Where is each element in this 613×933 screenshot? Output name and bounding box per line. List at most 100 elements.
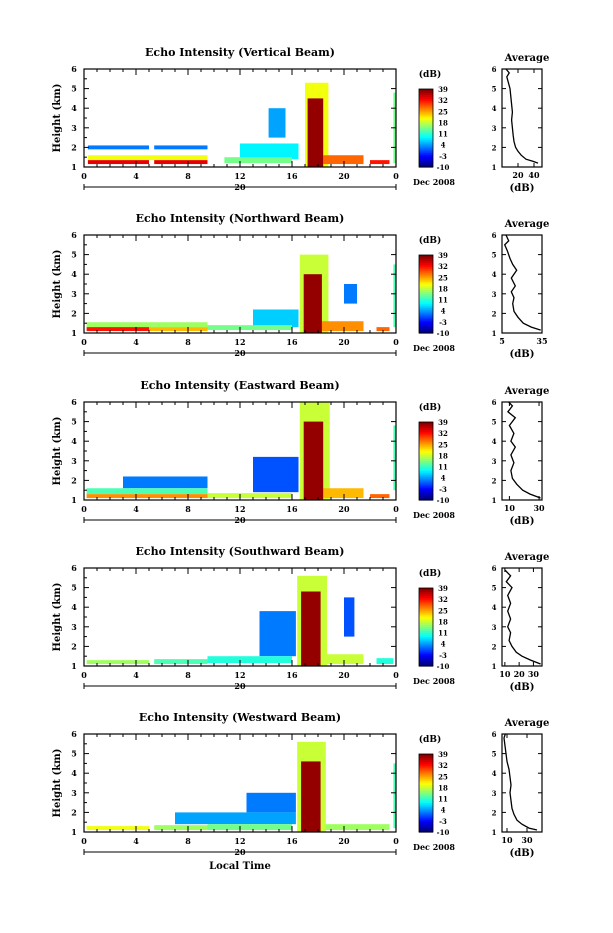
colorbar-swatch <box>419 779 433 782</box>
colorbar-tick-label: 32 <box>438 96 448 105</box>
x-tick-label: 20 <box>338 670 350 680</box>
y-tick-label: 3 <box>71 622 77 632</box>
colorbar-swatch <box>419 656 433 659</box>
colorbar-swatch <box>419 453 433 456</box>
colorbar-swatch <box>419 627 433 630</box>
colorbar-swatch <box>419 787 433 790</box>
average-profile-line <box>505 69 539 164</box>
colorbar-swatch <box>419 94 433 98</box>
y-tick-label: 2 <box>71 475 77 485</box>
heatmap-cell <box>154 145 208 150</box>
panel-title: Echo Intensity (Eastward Beam) <box>140 379 339 392</box>
colorbar-tick-label: 18 <box>438 284 448 293</box>
heatmap-cell <box>87 145 149 150</box>
average-x-tick-label: 10 <box>501 835 513 845</box>
colorbar-swatch <box>419 812 433 816</box>
panel-title: Echo Intensity (Westward Beam) <box>139 711 341 724</box>
average-frame <box>501 733 543 833</box>
average-y-tick-label: 1 <box>492 163 497 172</box>
colorbar-tick-label: 11 <box>438 463 448 472</box>
average-y-tick-label: 1 <box>492 828 497 837</box>
colorbar-tick-label: 11 <box>438 130 448 139</box>
average-x-label: (dB) <box>510 516 535 527</box>
colorbar-tick-label: 4 <box>441 141 446 150</box>
colorbar-swatch <box>419 163 433 166</box>
y-tick-label: 5 <box>71 84 77 94</box>
colorbar-tick-label: 4 <box>441 806 446 815</box>
colorbar-swatch <box>419 266 433 270</box>
heatmap-cell <box>154 160 208 165</box>
y-tick-label: 3 <box>71 456 77 466</box>
colorbar-swatch <box>419 796 433 800</box>
average-y-tick-label: 3 <box>492 290 497 299</box>
colorbar-swatch <box>419 818 433 821</box>
heatmap-cell <box>123 476 208 489</box>
colorbar-swatch <box>419 472 433 476</box>
colorbar-swatch <box>419 804 433 808</box>
colorbar-swatch <box>419 755 433 759</box>
colorbar-swatch <box>419 771 433 775</box>
heatmap-cell <box>344 597 355 637</box>
colorbar-swatch <box>419 457 433 460</box>
colorbar-swatch <box>419 443 433 446</box>
colorbar-swatch <box>419 828 433 831</box>
average-y-tick-label: 1 <box>492 662 497 671</box>
colorbar-swatch <box>419 157 433 160</box>
average-y-tick-label: 6 <box>492 231 497 240</box>
panel-title: Echo Intensity (Northward Beam) <box>136 212 345 225</box>
average-title: Average <box>504 219 550 230</box>
y-tick-label: 2 <box>71 641 77 651</box>
colorbar-swatch <box>419 488 433 491</box>
colorbar-swatch <box>419 476 433 480</box>
colorbar-swatch <box>419 459 433 462</box>
colorbar-swatch <box>419 292 433 295</box>
colorbar-swatch <box>419 800 433 804</box>
x-tick-label: 0 <box>393 337 399 347</box>
colorbar-swatch <box>419 628 433 632</box>
y-tick-label: 2 <box>71 142 77 152</box>
colorbar-swatch <box>419 632 433 636</box>
colorbar-tick-label: 32 <box>438 595 448 604</box>
colorbar-frame <box>418 88 434 168</box>
colorbar-swatch <box>419 102 433 106</box>
colorbar-swatch <box>419 621 433 624</box>
colorbar-swatch <box>419 145 433 149</box>
average-x-tick-label: 30 <box>533 503 545 513</box>
colorbar-swatch <box>419 806 433 810</box>
colorbar-swatch <box>419 325 433 328</box>
colorbar-swatch <box>419 256 433 260</box>
date-label: Dec 2008 <box>413 842 455 852</box>
heatmap-cell <box>207 325 292 331</box>
colorbar-swatch <box>419 767 433 771</box>
average-y-tick-label: 4 <box>492 437 497 446</box>
heatmap-cell <box>86 826 149 831</box>
date-label: Dec 2008 <box>413 177 455 187</box>
y-tick-label: 5 <box>71 250 77 260</box>
colorbar-swatch <box>419 319 433 322</box>
y-tick-label: 3 <box>71 788 77 798</box>
colorbar-swatch <box>419 278 433 281</box>
colorbar-swatch <box>419 451 433 454</box>
colorbar-swatch <box>419 114 433 117</box>
heatmap-cell <box>370 494 390 499</box>
colorbar-swatch <box>419 153 433 156</box>
y-tick-label: 5 <box>71 749 77 759</box>
colorbar-swatch <box>419 660 433 663</box>
x-tick-label: 4 <box>133 337 139 347</box>
colorbar-swatch <box>419 654 433 657</box>
heatmap-cell <box>86 488 208 495</box>
average-y-tick-label: 4 <box>492 769 497 778</box>
colorbar-tick-label: 4 <box>441 640 446 649</box>
colorbar-swatch <box>419 431 433 435</box>
colorbar-frame <box>418 254 434 334</box>
colorbar-swatch <box>419 798 433 802</box>
colorbar-tick-label: -10 <box>437 662 450 671</box>
colorbar-swatch <box>419 280 433 283</box>
heatmap-cell <box>344 284 357 304</box>
colorbar-swatch <box>419 470 433 474</box>
colorbar-swatch <box>419 305 433 309</box>
average-x-label: (dB) <box>510 848 535 859</box>
average-y-tick-label: 5 <box>492 85 497 94</box>
colorbar-swatch <box>419 329 433 332</box>
